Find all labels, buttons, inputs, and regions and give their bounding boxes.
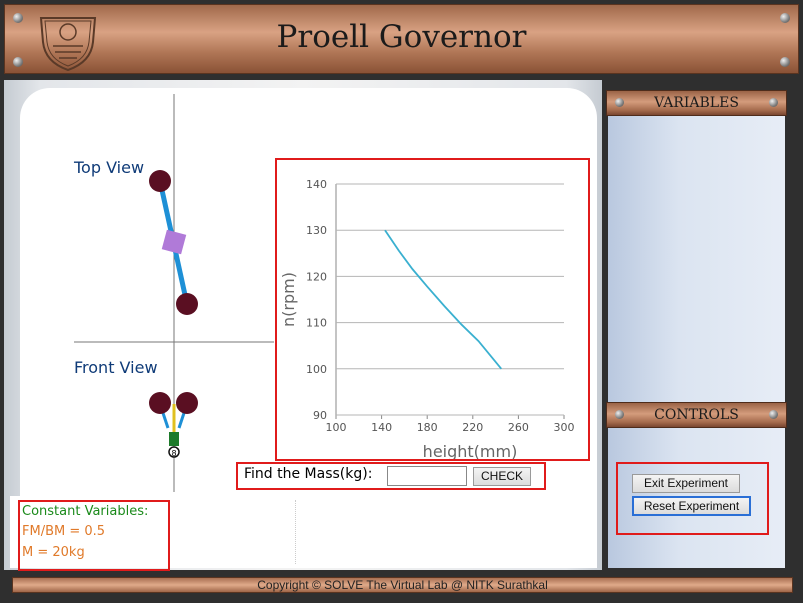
variables-panel <box>608 116 785 402</box>
screw-icon <box>13 13 23 23</box>
screw-icon <box>769 410 778 419</box>
screw-icon <box>615 410 624 419</box>
constant-fm-bm: FM/BM = 0.5 <box>22 524 106 539</box>
variables-header: VARIABLES <box>606 90 787 116</box>
divider <box>295 500 297 564</box>
sleeve-mark-label: 8 <box>171 449 176 458</box>
check-button[interactable]: CHECK <box>473 467 531 486</box>
screw-icon <box>780 13 790 23</box>
x-tick-label: 180 <box>417 421 438 434</box>
x-tick-label: 100 <box>326 421 347 434</box>
x-tick-label: 260 <box>508 421 529 434</box>
y-tick-label: 140 <box>306 178 327 191</box>
mass-label: Find the Mass(kg): <box>244 466 373 482</box>
front-view-ball-right <box>176 392 198 414</box>
reset-experiment-button[interactable]: Reset Experiment <box>632 496 751 516</box>
screw-icon <box>769 98 778 107</box>
footer-bar: Copyright © SOLVE The Virtual Lab @ NITK… <box>12 577 793 593</box>
info-area <box>10 496 597 568</box>
front-view-ball-left <box>149 392 171 414</box>
variables-title: VARIABLES <box>654 95 739 111</box>
top-view-ball-lower <box>176 293 198 315</box>
front-view-label: Front View <box>74 358 158 377</box>
x-tick-label: 300 <box>554 421 575 434</box>
nitk-logo-icon <box>39 17 97 72</box>
screw-icon <box>13 57 23 67</box>
y-tick-label: 130 <box>306 224 327 237</box>
y-tick-label: 90 <box>313 409 327 422</box>
screw-icon <box>780 57 790 67</box>
series-line <box>384 229 502 370</box>
controls-group <box>616 462 769 535</box>
mass-input[interactable] <box>387 466 467 486</box>
constants-box <box>18 500 170 571</box>
y-tick-label: 110 <box>306 317 327 330</box>
simulation-canvas <box>20 88 597 496</box>
header-bar: Proell Governor <box>4 4 799 74</box>
exit-experiment-button[interactable]: Exit Experiment <box>632 474 740 493</box>
y-tick-label: 100 <box>306 363 327 376</box>
y-tick-label: 120 <box>306 270 327 283</box>
front-view-weight <box>168 446 180 458</box>
chart-container <box>275 158 590 461</box>
x-tick-label: 220 <box>462 421 483 434</box>
mass-form <box>236 462 546 490</box>
y-axis-label: n(rpm) <box>279 272 298 327</box>
front-view-sleeve <box>169 432 179 446</box>
copyright-text: Copyright © SOLVE The Virtual Lab @ NITK… <box>257 578 548 592</box>
top-view-sleeve <box>161 229 187 255</box>
x-tick-label: 140 <box>371 421 392 434</box>
top-view-ball-upper <box>149 170 171 192</box>
controls-title: CONTROLS <box>654 407 739 423</box>
constants-title: Constant Variables: <box>22 504 149 519</box>
top-view-label: Top View <box>74 158 145 177</box>
constant-mass: M = 20kg <box>22 545 85 560</box>
x-axis-label: height(mm) <box>423 442 518 459</box>
screw-icon <box>615 98 624 107</box>
page-title: Proell Governor <box>276 19 527 55</box>
controls-header: CONTROLS <box>606 402 787 428</box>
